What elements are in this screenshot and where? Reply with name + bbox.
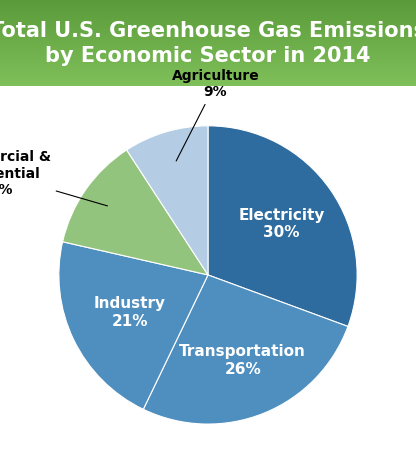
- Bar: [0, 58, 416, 59]
- Bar: [0, 29, 416, 30]
- Bar: [0, 46, 416, 47]
- Bar: [0, 31, 416, 32]
- Bar: [0, 66, 416, 67]
- Text: Transportation
26%: Transportation 26%: [179, 344, 306, 377]
- Bar: [0, 38, 416, 39]
- Bar: [0, 3, 416, 4]
- Bar: [0, 39, 416, 40]
- Bar: [0, 28, 416, 29]
- Bar: [0, 72, 416, 73]
- Bar: [0, 6, 416, 7]
- Bar: [0, 17, 416, 18]
- Bar: [0, 13, 416, 14]
- Bar: [0, 34, 416, 35]
- Bar: [0, 32, 416, 33]
- Bar: [0, 23, 416, 24]
- Wedge shape: [126, 126, 208, 275]
- Bar: [0, 0, 416, 1]
- Text: Commercial &
Residential
12%: Commercial & Residential 12%: [0, 151, 107, 206]
- Bar: [0, 50, 416, 51]
- Bar: [0, 78, 416, 79]
- Bar: [0, 44, 416, 45]
- Bar: [0, 15, 416, 16]
- Bar: [0, 82, 416, 83]
- Bar: [0, 22, 416, 23]
- Bar: [0, 52, 416, 53]
- Bar: [0, 65, 416, 66]
- Bar: [0, 81, 416, 82]
- Bar: [0, 74, 416, 75]
- Bar: [0, 14, 416, 15]
- Bar: [0, 48, 416, 49]
- Bar: [0, 49, 416, 50]
- Bar: [0, 25, 416, 26]
- Bar: [0, 4, 416, 5]
- Bar: [0, 18, 416, 19]
- Wedge shape: [59, 242, 208, 409]
- Bar: [0, 7, 416, 8]
- Bar: [0, 2, 416, 3]
- Bar: [0, 42, 416, 43]
- Bar: [0, 20, 416, 21]
- Bar: [0, 64, 416, 65]
- Bar: [0, 27, 416, 28]
- Bar: [0, 12, 416, 13]
- Bar: [0, 69, 416, 70]
- Bar: [0, 30, 416, 31]
- Wedge shape: [143, 275, 348, 424]
- Text: Industry
21%: Industry 21%: [94, 296, 166, 329]
- Text: Agriculture
9%: Agriculture 9%: [171, 69, 259, 161]
- Bar: [0, 57, 416, 58]
- Bar: [0, 33, 416, 34]
- Bar: [0, 85, 416, 86]
- Bar: [0, 70, 416, 71]
- Bar: [0, 61, 416, 62]
- Wedge shape: [208, 126, 357, 327]
- Bar: [0, 40, 416, 41]
- Bar: [0, 43, 416, 44]
- Bar: [0, 24, 416, 25]
- Bar: [0, 56, 416, 57]
- Bar: [0, 83, 416, 84]
- Bar: [0, 77, 416, 78]
- Bar: [0, 45, 416, 46]
- Bar: [0, 5, 416, 6]
- Bar: [0, 62, 416, 63]
- Bar: [0, 79, 416, 80]
- Bar: [0, 35, 416, 36]
- Bar: [0, 68, 416, 69]
- Wedge shape: [63, 150, 208, 275]
- Bar: [0, 53, 416, 54]
- Bar: [0, 36, 416, 37]
- Bar: [0, 71, 416, 72]
- Bar: [0, 80, 416, 81]
- Bar: [0, 75, 416, 76]
- Bar: [0, 26, 416, 27]
- Bar: [0, 10, 416, 11]
- Bar: [0, 1, 416, 2]
- Bar: [0, 84, 416, 85]
- Bar: [0, 16, 416, 17]
- Bar: [0, 37, 416, 38]
- Bar: [0, 73, 416, 74]
- Bar: [0, 60, 416, 61]
- Bar: [0, 76, 416, 77]
- Bar: [0, 51, 416, 52]
- Text: Total U.S. Greenhouse Gas Emissions
by Economic Sector in 2014: Total U.S. Greenhouse Gas Emissions by E…: [0, 21, 416, 66]
- Bar: [0, 9, 416, 10]
- Bar: [0, 54, 416, 55]
- Bar: [0, 67, 416, 68]
- Bar: [0, 55, 416, 56]
- Bar: [0, 11, 416, 12]
- Bar: [0, 41, 416, 42]
- Bar: [0, 63, 416, 64]
- Bar: [0, 59, 416, 60]
- Bar: [0, 47, 416, 48]
- Bar: [0, 21, 416, 22]
- Text: Electricity
30%: Electricity 30%: [238, 207, 324, 240]
- Bar: [0, 19, 416, 20]
